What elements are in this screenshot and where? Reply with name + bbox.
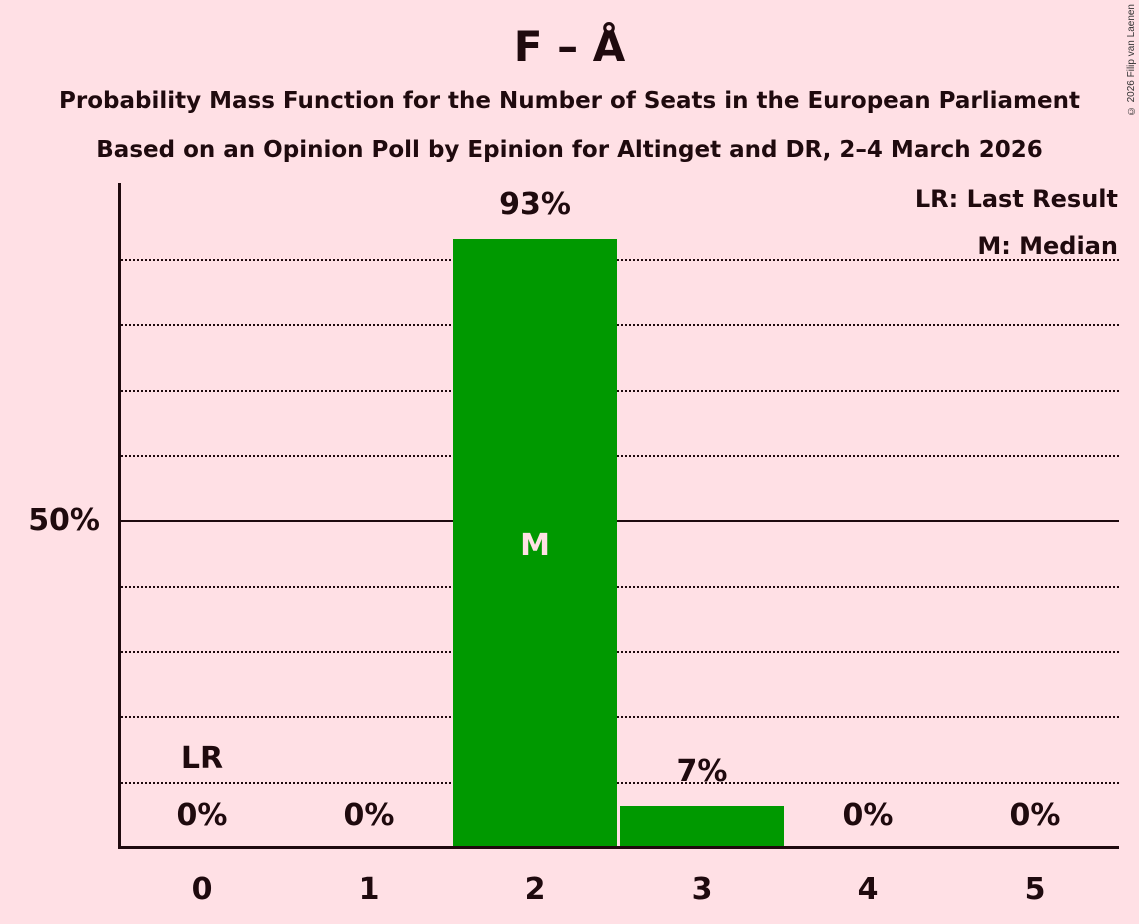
gridline-60 [121,455,1119,457]
legend-median: M: Median [977,232,1118,260]
gridline-20 [121,716,1119,718]
bar-2-seats [453,239,617,847]
x-tick-5: 5 [1024,872,1046,907]
gridline-90 [121,259,1119,261]
value-label-0: 0% [176,798,228,833]
gridline-70 [121,390,1119,392]
x-axis [118,846,1119,849]
y-axis [118,183,121,849]
median-marker: M [520,528,550,563]
chart-subtitle-1: Probability Mass Function for the Number… [59,88,1080,114]
x-tick-2: 2 [524,872,546,907]
bar-3-seats [620,806,784,847]
x-tick-1: 1 [358,872,380,907]
copyright-notice: © 2026 Filip van Laenen [1126,4,1137,117]
value-label-3: 7% [676,754,728,789]
value-label-5: 0% [1009,798,1061,833]
value-label-1: 0% [343,798,395,833]
value-label-2: 93% [499,187,571,222]
gridline-80 [121,324,1119,326]
gridline-50 [121,520,1119,522]
chart-subtitle-2: Based on an Opinion Poll by Epinion for … [96,137,1043,163]
last-result-marker: LR [180,741,224,776]
gridline-10 [121,782,1119,784]
x-tick-0: 0 [191,872,213,907]
legend-last-result: LR: Last Result [914,185,1118,213]
chart-title: F – Å [513,22,626,71]
x-tick-4: 4 [857,872,879,907]
x-tick-3: 3 [691,872,713,907]
value-label-4: 0% [842,798,894,833]
gridline-30 [121,651,1119,653]
y-tick-50: 50% [28,503,100,538]
gridline-40 [121,586,1119,588]
